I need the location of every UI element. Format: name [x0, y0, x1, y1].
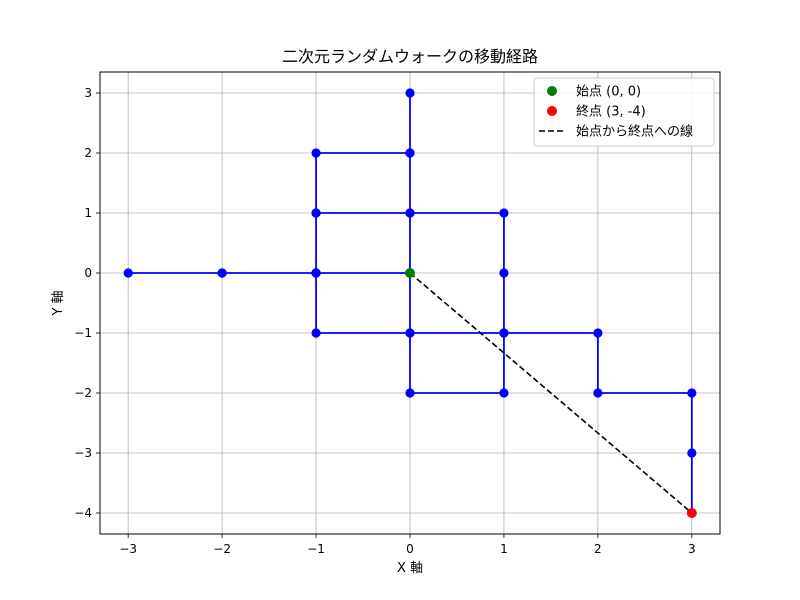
walk-point: [687, 448, 697, 458]
walk-point: [405, 88, 415, 98]
walk-point: [311, 208, 321, 218]
walk-point: [405, 328, 415, 338]
walk-point: [311, 148, 321, 158]
walk-point: [687, 388, 697, 398]
y-tick-label: −2: [74, 386, 92, 400]
chart-title: 二次元ランダムウォークの移動経路: [282, 47, 538, 66]
legend-marker: [547, 86, 557, 96]
y-axis-label: Y 軸: [51, 290, 66, 316]
legend-label: 始点から終点への線: [576, 124, 693, 140]
walk-point: [499, 268, 509, 278]
x-tick-label: −2: [213, 542, 231, 556]
walk-point: [217, 268, 227, 278]
legend: 始点 (0, 0) 終点 (3, -4) 始点から終点への線: [533, 77, 715, 147]
x-tick-label: 2: [594, 542, 602, 556]
tick-layer: −3 −2 −1 0 1 2 3 −4 −3 −2 −1 0 1 2 3: [74, 86, 695, 556]
walk-point: [311, 268, 321, 278]
y-tick-label: −4: [74, 506, 92, 520]
x-tick-label: 0: [406, 542, 414, 556]
legend-label: 始点 (0, 0): [576, 85, 641, 100]
walk-point: [405, 388, 415, 398]
walk-point: [405, 148, 415, 158]
y-tick-label: 3: [84, 86, 92, 100]
start-point-marker: [405, 268, 415, 278]
x-tick-label: −1: [307, 542, 325, 556]
walk-path-line: [127, 92, 693, 513]
x-tick-label: 1: [500, 542, 508, 556]
walk-point: [123, 268, 133, 278]
walk-point: [499, 388, 509, 398]
y-tick-label: 0: [84, 266, 92, 280]
y-tick-label: −3: [74, 446, 92, 460]
y-tick-label: 2: [84, 146, 92, 160]
x-axis-label: X 軸: [397, 561, 423, 576]
end-point-marker: [686, 508, 697, 518]
y-tick-label: −1: [74, 326, 92, 340]
x-tick-label: −3: [119, 542, 137, 556]
walk-point: [593, 388, 603, 398]
walk-point: [499, 328, 509, 338]
walk-point: [593, 328, 603, 338]
walk-point: [405, 208, 415, 218]
legend-label: 終点 (3, -4): [576, 104, 646, 120]
legend-marker: [547, 106, 557, 116]
x-tick-label: 3: [688, 542, 696, 556]
y-tick-label: 1: [84, 206, 92, 220]
series-layer: [123, 88, 697, 518]
legend-box: [533, 77, 715, 147]
walk-point: [311, 328, 321, 338]
walk-point: [499, 208, 509, 218]
start-end-dashed-line: [409, 272, 693, 514]
